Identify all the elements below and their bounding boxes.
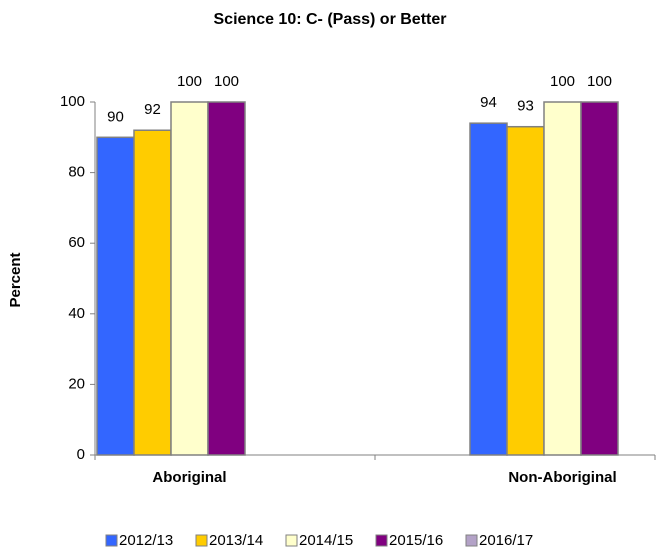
legend-label: 2015/16 bbox=[389, 532, 443, 549]
legend-swatch bbox=[195, 534, 208, 547]
bar bbox=[580, 101, 619, 456]
legend-label: 2012/13 bbox=[119, 532, 173, 549]
legend-swatch bbox=[375, 534, 388, 547]
bar bbox=[133, 129, 172, 456]
data-label: 100 bbox=[550, 73, 575, 90]
bar bbox=[207, 101, 246, 456]
legend-label: 2014/15 bbox=[299, 532, 353, 549]
y-tick-label: 80 bbox=[68, 164, 85, 181]
y-tick-label: 20 bbox=[68, 375, 85, 392]
legend-label: 2013/14 bbox=[209, 532, 263, 549]
data-label: 93 bbox=[517, 98, 534, 115]
legend-label: 2016/17 bbox=[479, 532, 533, 549]
data-label: 92 bbox=[144, 101, 161, 118]
y-tick-label: 60 bbox=[68, 234, 85, 251]
bar bbox=[543, 101, 582, 456]
bar bbox=[506, 125, 545, 456]
bar bbox=[170, 101, 209, 456]
chart-title: Science 10: C- (Pass) or Better bbox=[214, 11, 447, 28]
y-axis-label: Percent bbox=[7, 252, 24, 307]
data-label: 100 bbox=[587, 73, 612, 90]
legend-swatch bbox=[465, 534, 478, 547]
y-tick-label: 100 bbox=[60, 93, 85, 110]
data-label: 100 bbox=[214, 73, 239, 90]
legend-swatch bbox=[285, 534, 298, 547]
y-tick-label: 40 bbox=[68, 305, 85, 322]
bar bbox=[469, 122, 508, 456]
x-tick-label: Aboriginal bbox=[152, 469, 226, 486]
data-label: 94 bbox=[480, 94, 497, 111]
data-label: 90 bbox=[107, 108, 124, 125]
x-tick-label: Non-Aboriginal bbox=[508, 469, 616, 486]
bar bbox=[96, 136, 135, 456]
legend-swatch bbox=[105, 534, 118, 547]
y-tick-label: 0 bbox=[77, 446, 85, 463]
data-label: 100 bbox=[177, 73, 202, 90]
